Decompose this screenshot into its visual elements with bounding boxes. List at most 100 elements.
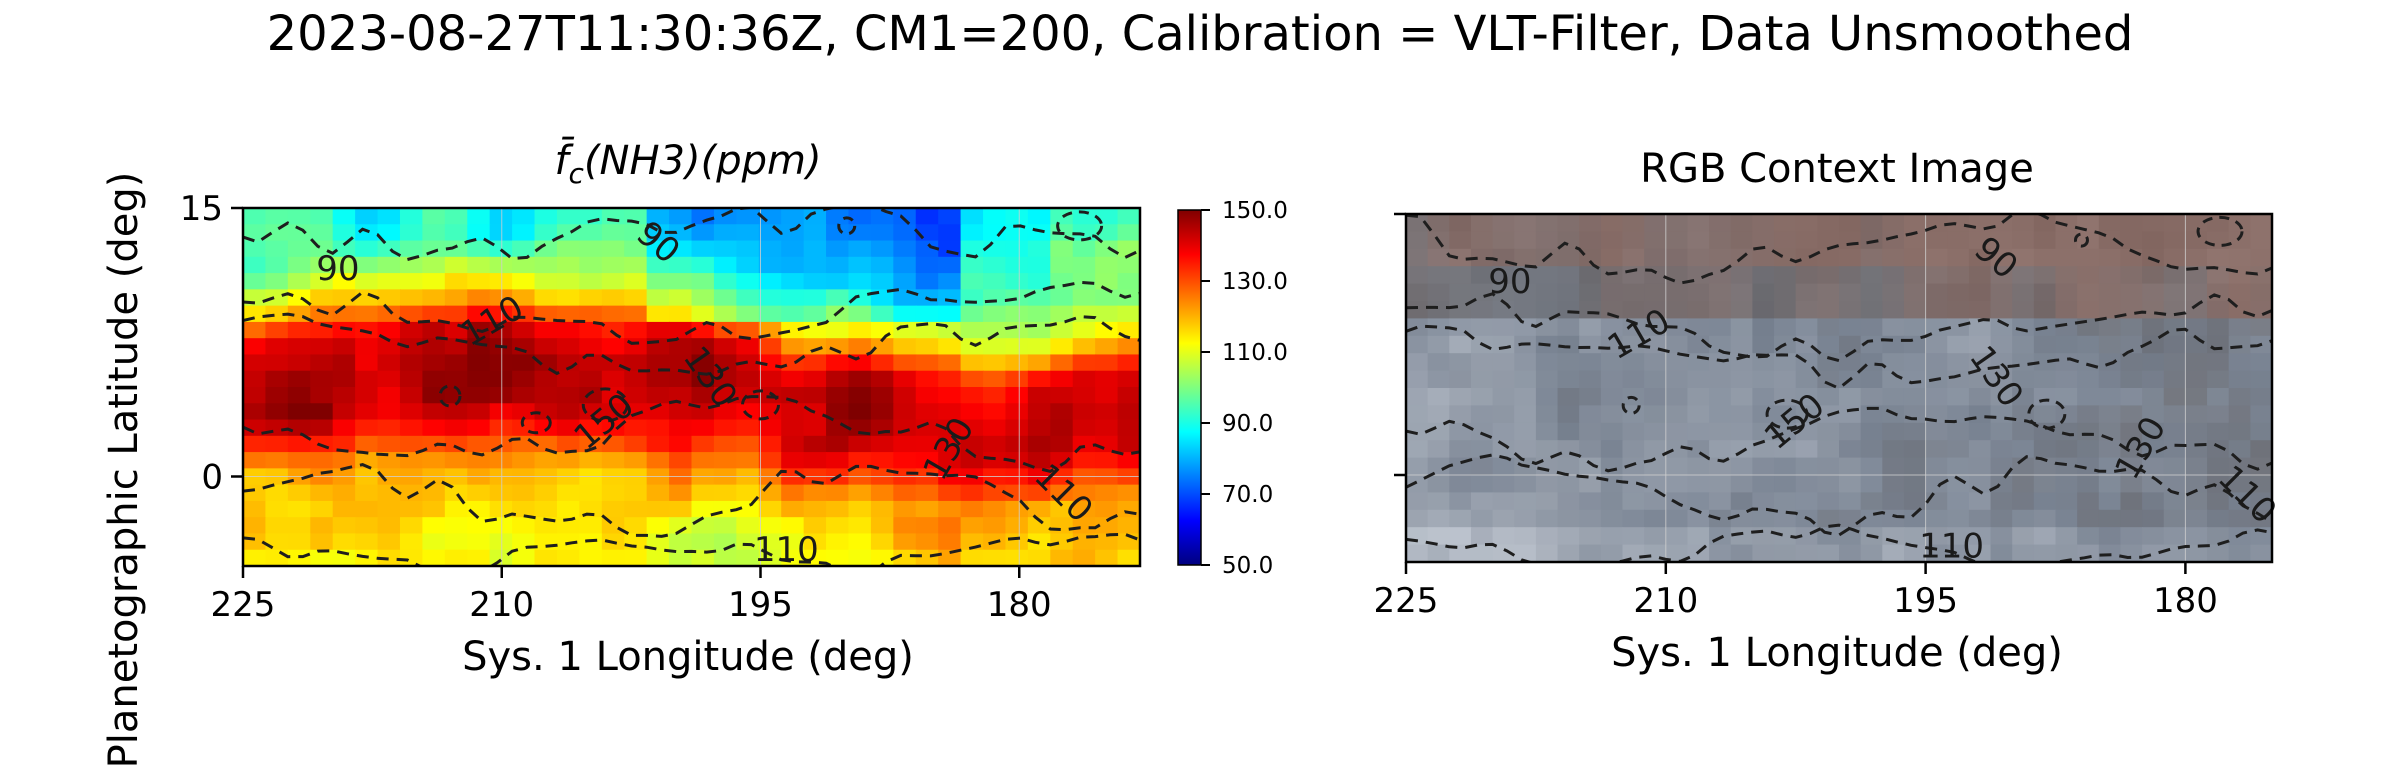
heatmap-cell: [287, 273, 312, 291]
heatmap-cell: [915, 533, 939, 551]
heatmap-cell: [1817, 388, 1840, 407]
heatmap-cell: [399, 273, 424, 291]
heatmap-cell: [399, 256, 424, 274]
heatmap-cell: [1817, 370, 1840, 389]
heatmap-cell: [915, 370, 939, 388]
heatmap-cell: [669, 305, 693, 323]
heatmap-cell: [1072, 517, 1096, 535]
heatmap-cell: [1774, 527, 1797, 546]
heatmap-cell: [1095, 240, 1119, 258]
heatmap-cell: [512, 256, 536, 274]
heatmap-cell: [1027, 549, 1052, 566]
heatmap-cell: [1095, 305, 1119, 323]
heatmap-cell: [713, 419, 738, 437]
heatmap-cell: [1579, 440, 1602, 459]
heatmap-cell: [781, 500, 805, 518]
heatmap-cell: [310, 419, 334, 437]
heatmap-cell: [534, 549, 558, 566]
heatmap-cell: [1752, 370, 1775, 389]
heatmap-cell: [1579, 405, 1602, 424]
heatmap-cell: [758, 273, 783, 291]
heatmap-cell: [893, 273, 917, 291]
heatmap-cell: [1622, 335, 1645, 354]
heatmap-cell: [355, 370, 379, 388]
heatmap-cell: [2012, 544, 2035, 562]
heatmap-cell: [1860, 370, 1884, 389]
heatmap-cell: [1095, 208, 1119, 226]
heatmap-cell: [332, 403, 356, 421]
heatmap-cell: [1730, 370, 1754, 389]
heatmap-cell: [310, 224, 334, 242]
heatmap-cell: [556, 240, 581, 258]
heatmap-cell: [1968, 527, 1992, 546]
heatmap-cell: [1903, 231, 1927, 250]
left-plot-frame: [241, 206, 1142, 568]
heatmap-cell: [444, 419, 469, 437]
heatmap-cell: [579, 289, 603, 307]
heatmap-cell: [556, 517, 581, 535]
heatmap-cell: [960, 370, 984, 388]
heatmap-cell: [1449, 527, 1472, 546]
heatmap-cell: [1882, 422, 1905, 441]
right-x-ticks: 225 210 195 180: [1374, 562, 2218, 621]
heatmap-cell: [1860, 266, 1884, 285]
heatmap-cell: [1027, 305, 1052, 323]
heatmap-cell: [1005, 452, 1029, 470]
heatmap-cell: [736, 305, 760, 323]
contour-loop: [581, 387, 629, 423]
heatmap-cell: [870, 452, 895, 470]
heatmap-cell: [444, 240, 469, 258]
heatmap-cell: [1990, 388, 2013, 407]
heatmap-cell: [287, 419, 312, 437]
left-gridlines: [243, 208, 1140, 566]
heatmap-cell: [2250, 405, 2272, 424]
heatmap-cell: [848, 370, 872, 388]
heatmap-cell: [646, 273, 670, 291]
heatmap-cell: [265, 517, 289, 535]
heatmap-cell: [983, 484, 1007, 502]
heatmap-cell: [1005, 354, 1029, 372]
heatmap-cell: [1968, 248, 1992, 267]
heatmap-cell: [1644, 527, 1667, 546]
heatmap-cell: [915, 500, 939, 518]
heatmap-cell: [399, 338, 424, 356]
heatmap-cell: [1535, 283, 1559, 302]
heatmap-cell: [1600, 422, 1624, 441]
heatmap-cell: [1027, 208, 1052, 226]
heatmap-cell: [1990, 527, 2013, 546]
heatmap-cell: [310, 403, 334, 421]
heatmap-cell: [938, 338, 962, 356]
heatmap-cell: [1622, 248, 1645, 267]
contour-loop: [837, 216, 857, 236]
heatmap-cell: [915, 354, 939, 372]
heatmap-cell: [243, 549, 267, 566]
heatmap-cell: [736, 403, 760, 421]
heatmap-cell: [736, 419, 760, 437]
heatmap-cell: [601, 403, 626, 421]
heatmap-cell: [1095, 500, 1119, 518]
heatmap-cell: [1117, 419, 1140, 437]
heatmap-cell: [1579, 527, 1602, 546]
heatmap-cell: [915, 273, 939, 291]
heatmap-cell: [534, 321, 558, 339]
heatmap-cell: [2033, 440, 2057, 459]
heatmap-cell: [691, 338, 715, 356]
heatmap-cell: [534, 484, 558, 502]
heatmap-cell: [669, 517, 693, 535]
heatmap-cell: [1990, 283, 2013, 302]
heatmap-cell: [1535, 266, 1559, 285]
heatmap-cell: [736, 517, 760, 535]
heatmap-cell: [310, 338, 334, 356]
heatmap-cell: [377, 273, 401, 291]
heatmap-cell: [1027, 484, 1052, 502]
heatmap-cell: [2163, 440, 2187, 459]
heatmap-cell: [893, 387, 917, 405]
heatmap-cell: [2033, 231, 2057, 250]
heatmap-cell: [1752, 422, 1775, 441]
heatmap-cell: [422, 289, 446, 307]
colorbar-tick-label: 110.0: [1222, 340, 1288, 366]
heatmap-cell: [1860, 388, 1884, 407]
x-tick-label: 195: [728, 585, 793, 625]
heatmap-cell: [1903, 248, 1927, 267]
heatmap-cell: [646, 419, 670, 437]
